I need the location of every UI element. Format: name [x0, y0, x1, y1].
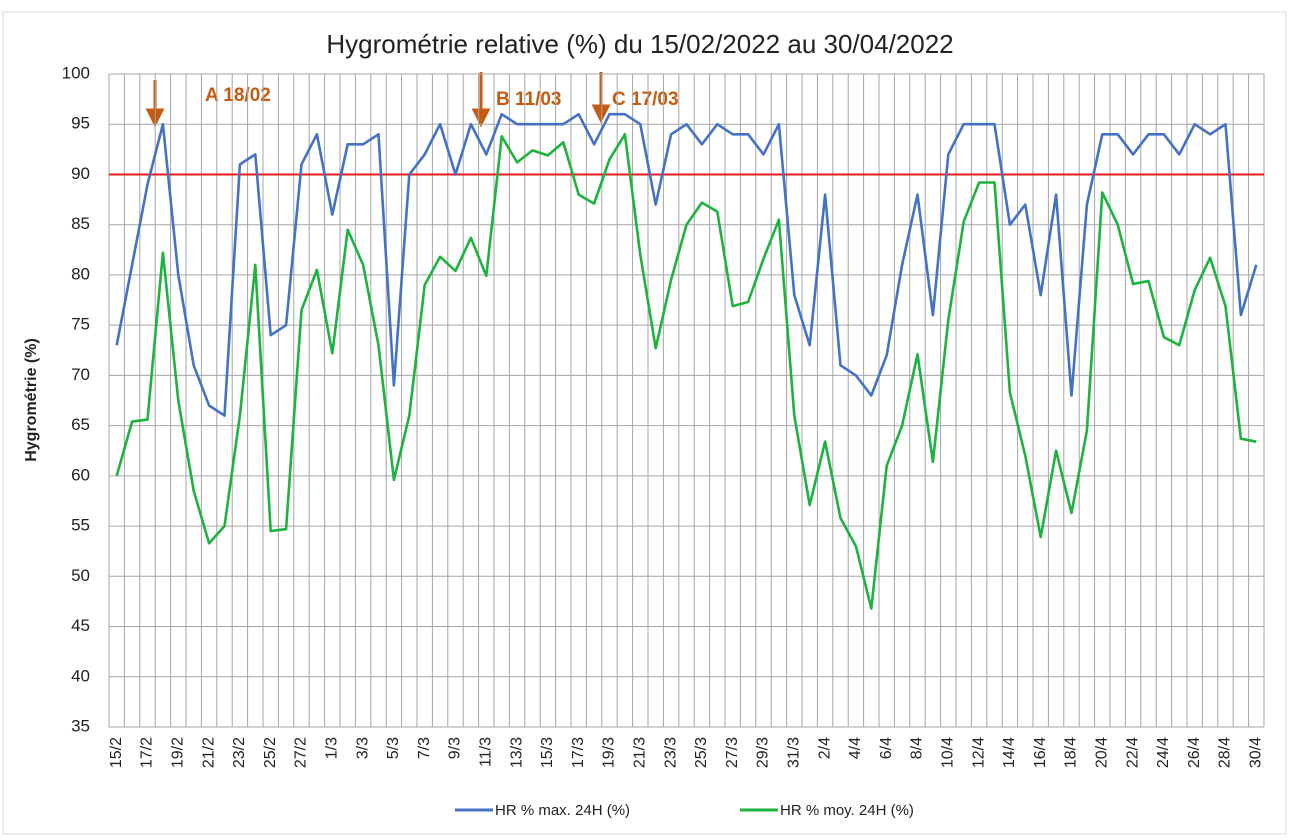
- x-tick-label: 19/3: [601, 737, 618, 768]
- legend-label: HR % moy. 24H (%): [780, 802, 914, 819]
- chart-title: Hygrométrie relative (%) du 15/02/2022 a…: [326, 29, 953, 59]
- y-tick-label: 40: [71, 666, 90, 685]
- x-tick-label: 24/4: [1155, 737, 1172, 768]
- grid: [108, 73, 1265, 728]
- chart-frame: [2, 11, 1287, 835]
- x-tick-label: 30/4: [1248, 737, 1265, 768]
- x-tick-label: 4/4: [847, 737, 864, 759]
- y-tick-label: 60: [71, 465, 90, 484]
- x-tick-label: 31/3: [786, 737, 803, 768]
- x-tick-label: 23/2: [231, 737, 248, 768]
- x-tick-label: 21/2: [200, 737, 217, 768]
- x-tick-label: 2/4: [816, 737, 833, 759]
- y-tick-label: 70: [71, 365, 90, 384]
- x-tick-label: 27/3: [724, 737, 741, 768]
- x-tick-label: 15/3: [539, 737, 556, 768]
- series-line: [115, 133, 1257, 610]
- x-tick-label: 8/4: [909, 737, 926, 759]
- x-tick-label: 20/4: [1094, 737, 1111, 768]
- x-tick-label: 13/3: [508, 737, 525, 768]
- x-tick-label: 1/3: [324, 737, 341, 759]
- x-tick-label: 27/2: [293, 737, 310, 768]
- x-tick-label: 19/2: [170, 737, 187, 768]
- x-tick-label: 9/3: [447, 737, 464, 759]
- x-tick-label: 22/4: [1124, 737, 1141, 768]
- annotations: A 18/02 B 11/03 C 17/03: [145, 72, 679, 128]
- x-tick-label: 14/4: [1001, 737, 1018, 768]
- x-tick-label: 5/3: [385, 737, 402, 759]
- x-tick-label: 3/3: [354, 737, 371, 759]
- y-tick-label: 50: [71, 566, 90, 585]
- x-tick-label: 25/2: [262, 737, 279, 768]
- x-tick-label: 26/4: [1186, 737, 1203, 768]
- y-tick-label: 35: [71, 716, 90, 735]
- x-tick-label: 10/4: [940, 737, 957, 768]
- annotation: A 18/02: [205, 85, 271, 106]
- x-tick-label: 18/4: [1063, 737, 1080, 768]
- x-tick-label: 15/2: [108, 737, 125, 768]
- x-tick-label: 7/3: [416, 737, 433, 759]
- x-tick-label: 17/3: [570, 737, 587, 768]
- x-tick-label: 28/4: [1217, 737, 1234, 768]
- x-tick-label: 17/2: [139, 737, 156, 768]
- x-tick-label: 6/4: [878, 737, 895, 759]
- y-tick-label: 45: [71, 616, 90, 635]
- y-tick-label: 80: [71, 264, 90, 283]
- arrow: [471, 72, 491, 128]
- y-tick-label: 100: [62, 63, 90, 82]
- x-tick-label: 12/4: [970, 737, 987, 768]
- y-tick-label: 75: [71, 315, 90, 334]
- arrow: [591, 72, 611, 124]
- x-tick-label: 23/3: [662, 737, 679, 768]
- annotation: C 17/03: [612, 89, 679, 110]
- x-tick-label: 21/3: [632, 737, 649, 768]
- y-axis-label: Hygrométrie (%): [23, 338, 40, 462]
- legend-label: HR % max. 24H (%): [495, 802, 630, 819]
- y-tick-label: 65: [71, 415, 90, 434]
- x-tick-label: 29/3: [755, 737, 772, 768]
- x-tick-label: 16/4: [1032, 737, 1049, 768]
- y-tick-label: 90: [71, 164, 90, 183]
- y-tick-label: 95: [71, 114, 90, 133]
- series-line: [115, 112, 1258, 417]
- annotation: B 11/03: [496, 89, 562, 110]
- x-tick-label: 11/3: [478, 737, 495, 767]
- y-tick-label: 55: [71, 516, 90, 535]
- x-tick-label: 25/3: [693, 737, 710, 768]
- y-tick-label: 85: [71, 214, 90, 233]
